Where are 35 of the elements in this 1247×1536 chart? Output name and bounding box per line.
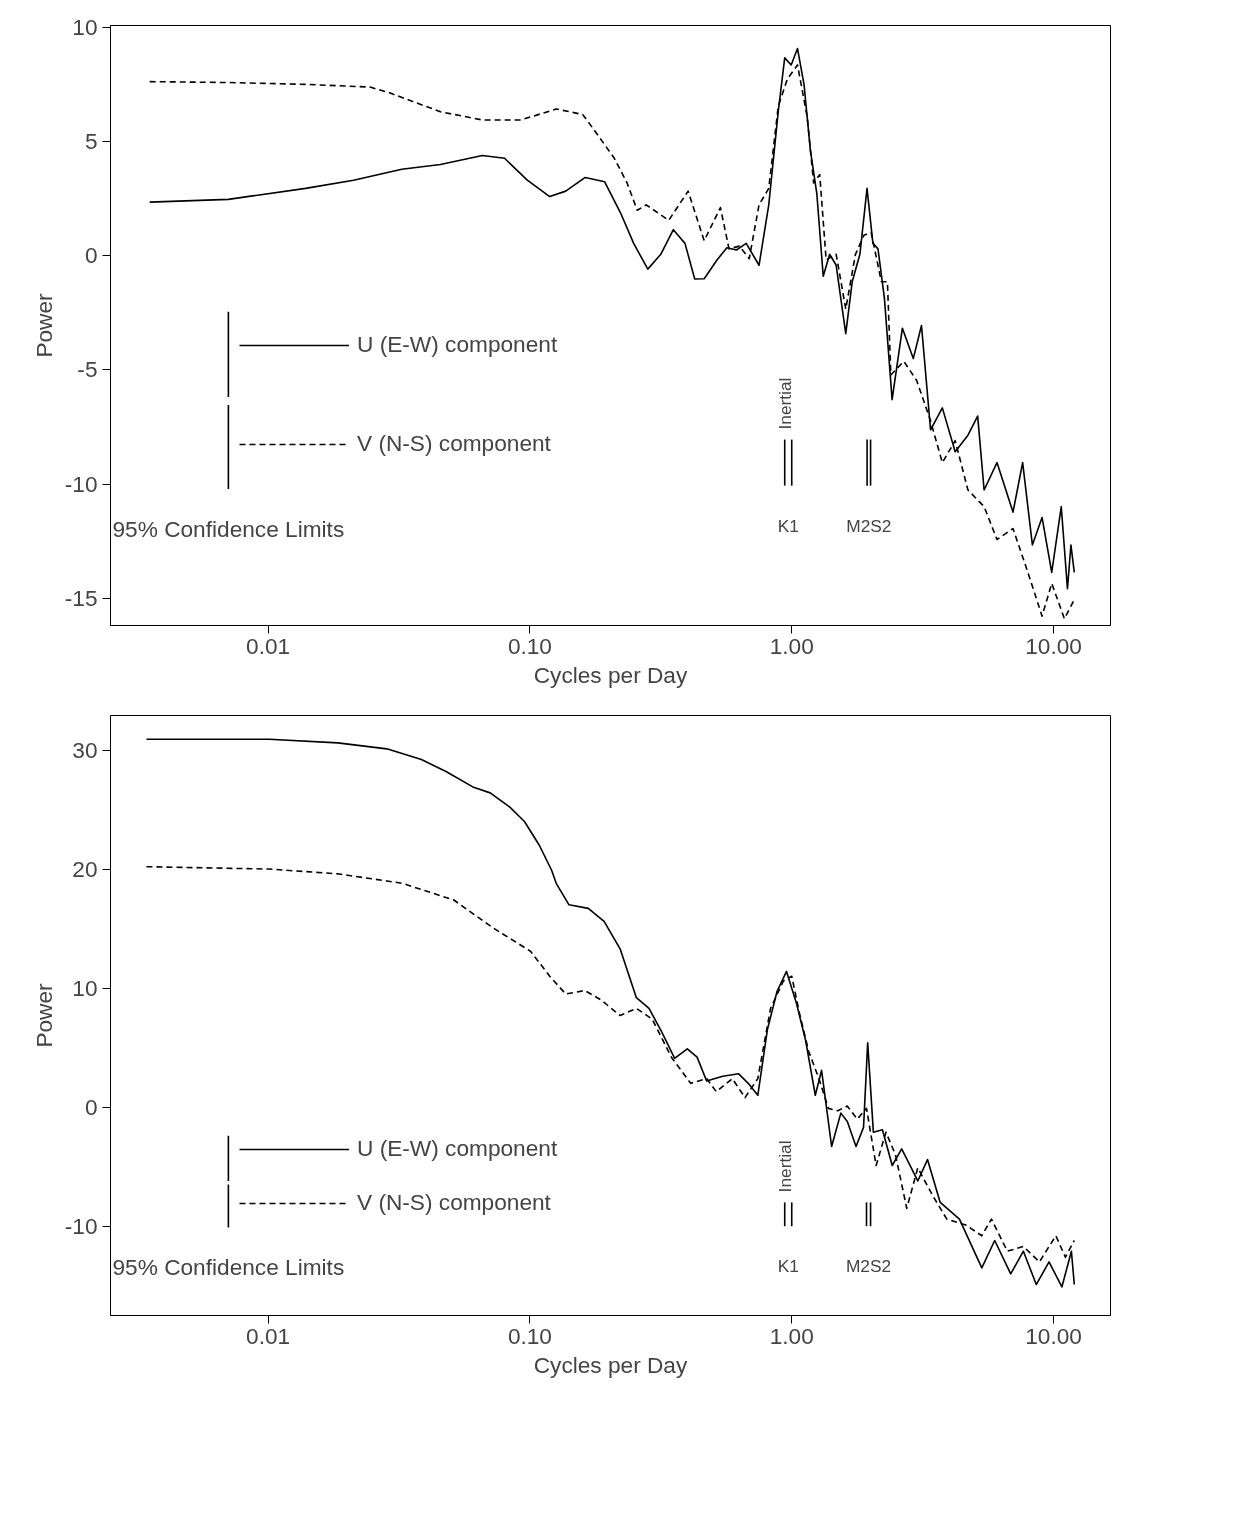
legend-label: V (N-S) component xyxy=(357,430,551,457)
y-axis-title: Power xyxy=(30,292,57,358)
y-tick-label: -15 xyxy=(64,584,98,611)
x-tick-label: 0.10 xyxy=(507,632,552,659)
x-tick-label: 10.00 xyxy=(1025,1322,1082,1349)
y-tick-label: 0 xyxy=(84,1093,98,1120)
x-tick-label: 1.00 xyxy=(769,1322,814,1349)
x-tick-label: 0.01 xyxy=(246,632,291,659)
x-axis-title: Cycles per Day xyxy=(533,1351,688,1378)
y-tick-label: -5 xyxy=(77,356,98,383)
annotation: Inertial xyxy=(774,1140,795,1193)
x-axis-title: Cycles per Day xyxy=(533,661,688,688)
x-tick-label: 10.00 xyxy=(1025,632,1082,659)
legend-label: U (E-W) component xyxy=(357,331,558,358)
x-tick-label: 0.01 xyxy=(246,1322,291,1349)
annotation: 95% Confidence Limits xyxy=(112,516,345,543)
y-axis-title: Power xyxy=(30,982,57,1048)
y-tick-label: 30 xyxy=(72,736,98,763)
x-tick-label: 1.00 xyxy=(769,632,814,659)
y-tick-label: 5 xyxy=(84,128,98,155)
y-tick-label: -10 xyxy=(64,470,98,497)
annotation: Inertial xyxy=(774,377,795,430)
legend-label: U (E-W) component xyxy=(357,1135,558,1162)
y-tick-label: 10 xyxy=(72,14,98,41)
y-tick-label: -10 xyxy=(64,1212,98,1239)
y-tick-label: 20 xyxy=(72,855,98,882)
x-tick-label: 0.10 xyxy=(507,1322,552,1349)
y-tick-label: 10 xyxy=(72,974,98,1001)
annotation: K1 xyxy=(777,1256,799,1277)
annotation: M2S2 xyxy=(846,515,892,536)
y-tick-label: 0 xyxy=(84,242,98,269)
legend-label: V (N-S) component xyxy=(357,1189,551,1216)
annotation: M2S2 xyxy=(845,1256,892,1277)
annotation: K1 xyxy=(777,515,799,536)
annotation: 95% Confidence Limits xyxy=(112,1254,345,1281)
